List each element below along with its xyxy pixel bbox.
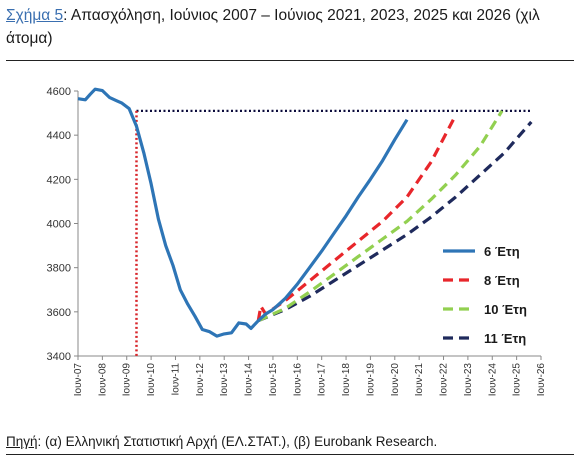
- plot-frame: [77, 91, 541, 357]
- series-line-4: [257, 120, 533, 323]
- x-tick-label: Ιουν-09: [122, 363, 133, 397]
- x-tick-label: Ιουν-07: [73, 363, 84, 397]
- y-tick-label: 3400: [47, 351, 71, 363]
- x-tick-label: Ιουν-20: [390, 363, 401, 397]
- x-tick-label: Ιουν-21: [414, 363, 425, 397]
- source-note: Πηγή: (α) Ελληνική Στατιστική Αρχή (ΕΛ.Σ…: [6, 434, 437, 449]
- x-tick-label: Ιουν-26: [536, 363, 547, 397]
- x-tick-label: Ιουν-22: [439, 363, 450, 397]
- legend-label-2: 8 Έτη: [484, 273, 520, 288]
- y-tick-label: 4000: [47, 219, 71, 231]
- source-label: Πηγή: [6, 434, 38, 449]
- bottom-divider: [6, 454, 574, 455]
- x-tick-label: Ιουν-13: [219, 363, 230, 397]
- x-tick-label: Ιουν-23: [463, 363, 474, 397]
- x-tick-label: Ιουν-08: [97, 363, 108, 397]
- y-axis: 3400 3600 3800 4000 4200 4400 4600: [47, 86, 78, 363]
- y-tick-label: 4200: [47, 174, 71, 186]
- title-divider: [6, 60, 574, 61]
- legend: 6 Έτη 8 Έτη 10 Έτη 11 Έτη: [443, 244, 527, 346]
- y-tick-label: 4600: [47, 86, 71, 98]
- legend-label-3: 10 Έτη: [484, 302, 527, 317]
- chart-title: Σχήμα 5: Απασχόληση, Ιούνιος 2007 – Ιούν…: [6, 4, 576, 50]
- y-tick-label: 3800: [47, 263, 71, 275]
- x-tick-label: Ιουν-14: [244, 363, 255, 397]
- x-tick-label: Ιουν-25: [512, 363, 523, 397]
- y-tick-label: 3600: [47, 307, 71, 319]
- legend-label-4: 11 Έτη: [484, 331, 526, 346]
- figure-label: Σχήμα 5: [6, 7, 64, 24]
- reference-lines: [135, 109, 532, 356]
- legend-label-1: 6 Έτη: [484, 244, 520, 259]
- x-tick-label: Ιουν-11: [170, 363, 181, 396]
- x-tick-label: Ιουν-24: [487, 363, 498, 397]
- x-tick-label: Ιουν-18: [341, 363, 352, 397]
- series-line-3: [257, 110, 504, 323]
- y-tick-label: 4400: [47, 130, 71, 142]
- x-tick-label: Ιουν-16: [292, 363, 303, 397]
- x-tick-label: Ιουν-10: [146, 363, 157, 397]
- figure-caption: : Απασχόληση, Ιούνιος 2007 – Ιούνιος 202…: [6, 7, 540, 47]
- series-line-2: [256, 118, 455, 321]
- x-tick-label: Ιουν-17: [317, 363, 328, 397]
- source-text: : (α) Ελληνική Στατιστική Αρχή (ΕΛ.ΣΤΑΤ.…: [37, 434, 438, 449]
- x-tick-label: Ιουν-19: [365, 363, 376, 397]
- x-tick-label: Ιουν-12: [195, 363, 206, 397]
- x-axis: Ιουν-07 Ιουν-08 Ιουν-09 Ιουν-10 Ιουν-11 Ιουν-…: [73, 356, 547, 396]
- x-tick-label: Ιουν-15: [268, 363, 279, 397]
- series-lines: [77, 87, 533, 338]
- series-line-1: [77, 87, 409, 338]
